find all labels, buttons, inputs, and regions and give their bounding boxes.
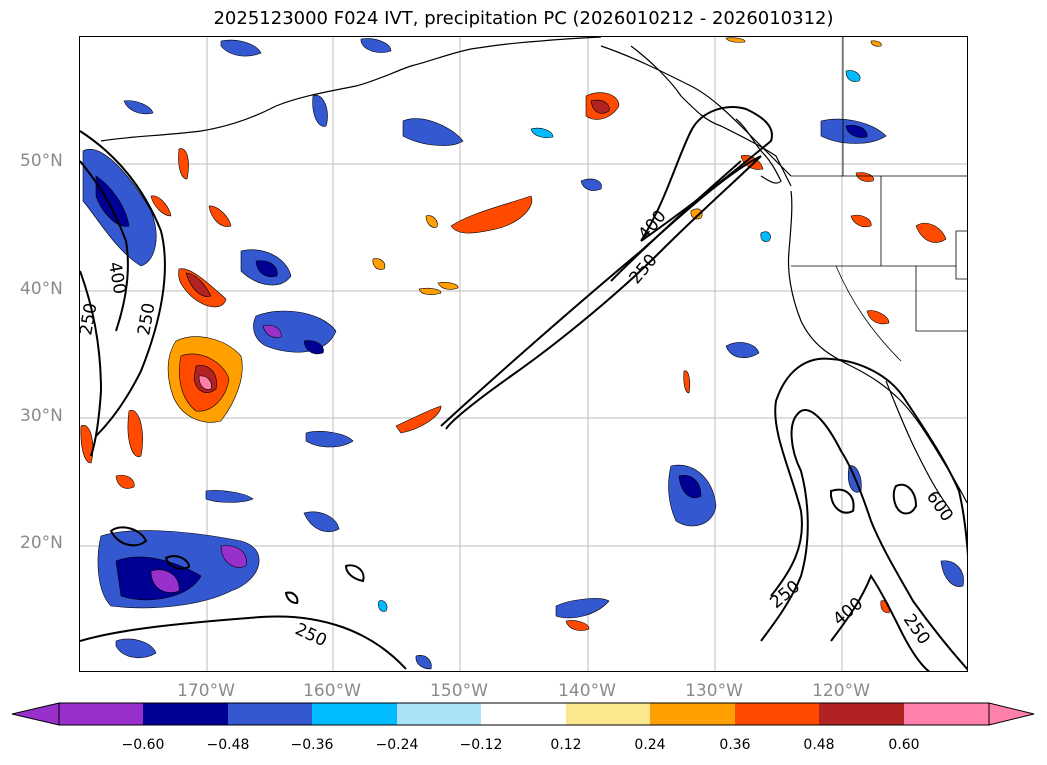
lat-label-30n: 30°N: [20, 406, 63, 426]
contour-label-400-ar: 400: [635, 206, 671, 244]
coastlines: [100, 37, 967, 512]
lon-label-120w: 120°W: [812, 681, 870, 701]
colorbar-tick: 0.24: [634, 737, 666, 753]
colorbar-segment: [904, 703, 989, 725]
lat-label-20n: 20°N: [20, 533, 63, 553]
colorbar-segment: [143, 703, 228, 725]
lon-label-160w: 160°W: [303, 681, 361, 701]
colorbar-segment: [819, 703, 904, 725]
colorbar-extend-low: [12, 703, 59, 725]
colorbar-tick: 0.48: [803, 737, 835, 753]
contour-label-250-west-a: 250: [80, 301, 102, 336]
colorbar: [11, 702, 1035, 726]
map-canvas: 400 250 250 250 400 250 250 400 250 600: [80, 37, 967, 671]
contour-label-250-south: 250: [292, 619, 330, 651]
colorbar-extend-high: [989, 703, 1034, 725]
precip-positive-patches: [80, 37, 947, 631]
ivt-contours: [80, 106, 967, 671]
lon-label-140w: 140°W: [558, 681, 616, 701]
colorbar-tick: 0.36: [719, 737, 751, 753]
colorbar-segment: [397, 703, 481, 725]
colorbar-segment: [312, 703, 397, 725]
colorbar-tick: −0.60: [121, 737, 165, 753]
colorbar-segment: [735, 703, 819, 725]
contour-label-400-east: 400: [829, 594, 867, 630]
colorbar-tick: −0.48: [206, 737, 250, 753]
colorbar-tick: −0.24: [375, 737, 419, 753]
lat-label-50n: 50°N: [20, 151, 63, 171]
colorbar-segment: [59, 703, 143, 725]
colorbar-tick: 0.60: [888, 737, 920, 753]
lon-label-170w: 170°W: [177, 681, 235, 701]
lon-label-130w: 130°W: [685, 681, 743, 701]
map-panel: 400 250 250 250 400 250 250 400 250 600: [79, 36, 968, 672]
colorbar-segment: [566, 703, 650, 725]
colorbar-tick: 0.12: [550, 737, 582, 753]
lon-label-150w: 150°W: [430, 681, 488, 701]
colorbar-segments: [12, 703, 1034, 725]
state-borders: [791, 37, 967, 362]
colorbar-segment: [228, 703, 312, 725]
lat-label-40n: 40°N: [20, 279, 63, 299]
contour-label-250-west-b: 250: [134, 301, 159, 336]
colorbar-segment: [650, 703, 735, 725]
colorbar-segment: [481, 703, 566, 725]
contour-label-250-east-b: 250: [899, 610, 934, 648]
contour-label-600: 600: [922, 487, 957, 525]
map-title: 2025123000 F024 IVT, precipitation PC (2…: [213, 8, 834, 29]
colorbar-tick: −0.12: [459, 737, 503, 753]
colorbar-tick: −0.36: [290, 737, 334, 753]
